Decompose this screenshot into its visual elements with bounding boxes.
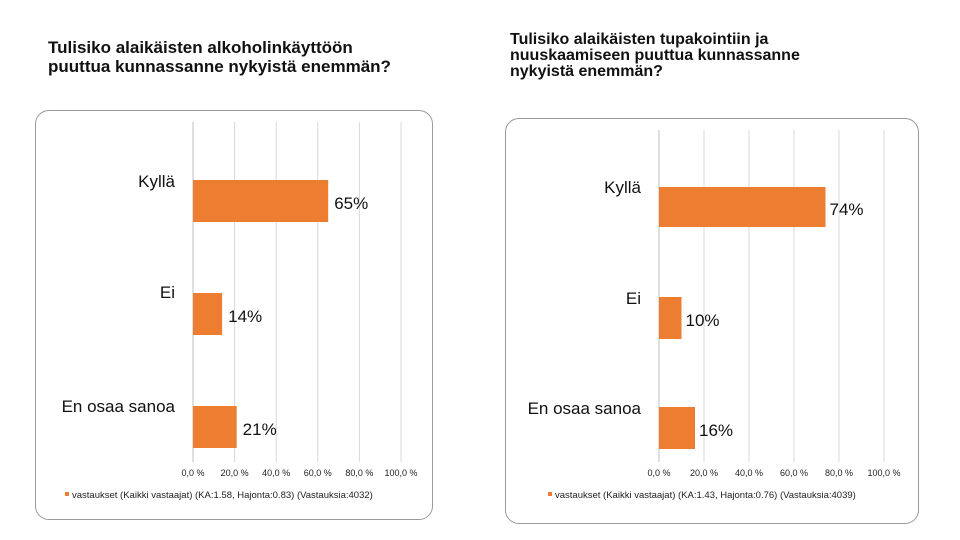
chart-1-x-tick-label: 80,0 %: [345, 468, 373, 478]
chart-2-x-tick-label: 80,0 %: [825, 468, 853, 478]
chart-1-data-label: 14%: [228, 307, 262, 326]
chart-1-x-tick-label: 0,0 %: [181, 468, 204, 478]
chart-2-data-label: 16%: [699, 421, 733, 440]
chart-2-x-tick-label: 40,0 %: [735, 468, 763, 478]
chart-2-x-tick-label: 20,0 %: [690, 468, 718, 478]
chart-1-bar: [193, 406, 237, 448]
chart-2-category-label: Kyllä: [604, 178, 641, 197]
chart-1-category-label: Kyllä: [138, 172, 175, 191]
chart-2-category-label: En osaa sanoa: [528, 399, 642, 418]
chart-1-x-tick-label: 100,0 %: [384, 468, 417, 478]
chart-1-bar: [193, 293, 223, 335]
chart-1-category-label: Ei: [160, 283, 175, 302]
chart-2-x-tick-label: 60,0 %: [780, 468, 808, 478]
chart-2-bar: [659, 407, 695, 449]
chart-1-data-label: 21%: [243, 420, 277, 439]
chart-1-x-tick-label: 40,0 %: [262, 468, 290, 478]
chart-1-category-label: En osaa sanoa: [62, 397, 176, 416]
chart-2-legend-label: vastaukset (Kaikki vastaajat) (KA:1.43, …: [555, 490, 856, 501]
chart-1-legend-swatch: [65, 492, 69, 496]
chart-2-data-label: 74%: [830, 200, 864, 219]
chart-1-x-tick-label: 60,0 %: [304, 468, 332, 478]
chart-2-legend-swatch: [548, 492, 552, 496]
chart-2-x-tick-label: 100,0 %: [867, 468, 900, 478]
chart-2-data-label: 10%: [686, 311, 720, 330]
chart-2-bar: [659, 187, 826, 227]
chart-2-title: Tulisiko alaikäisten tupakointiin ja nuu…: [510, 31, 800, 80]
chart-2-panel: [505, 118, 919, 524]
chart-1-bar: [193, 180, 329, 222]
chart-1-legend-label: vastaukset (Kaikki vastaajat) (KA:1.58, …: [72, 490, 373, 501]
chart-1-data-label: 65%: [334, 194, 368, 213]
chart-2-category-label: Ei: [626, 289, 641, 308]
chart-2-x-tick-label: 0,0 %: [647, 468, 670, 478]
chart-1-x-tick-label: 20,0 %: [221, 468, 249, 478]
chart-2-bar: [659, 297, 682, 339]
chart-1-title: Tulisiko alaikäisten alkoholinkäyttöön p…: [48, 38, 391, 76]
chart-1-panel: [35, 110, 433, 520]
